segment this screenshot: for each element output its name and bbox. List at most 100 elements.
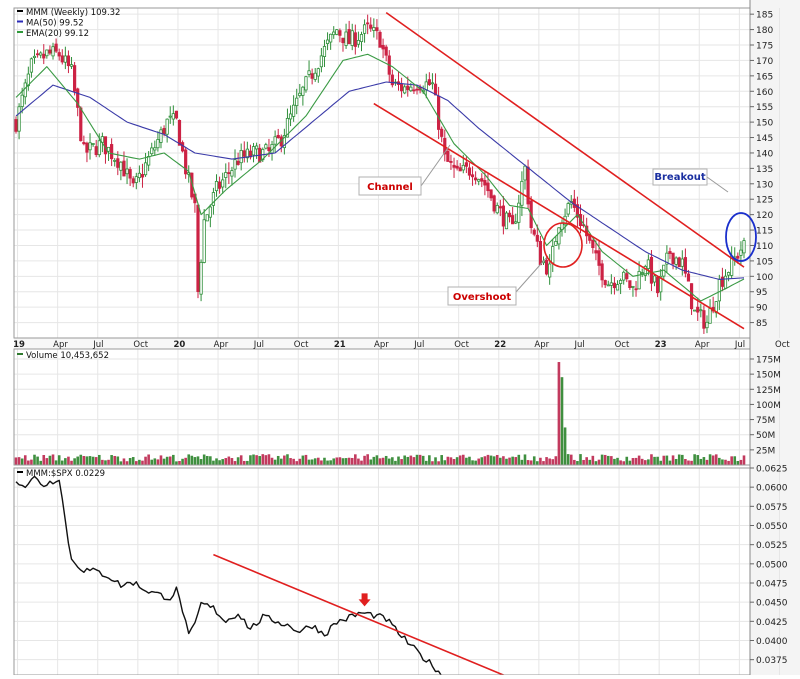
candle-body [184, 149, 188, 175]
price-tick-label: 130 [756, 180, 773, 190]
candle-body [66, 55, 71, 67]
candle-body [230, 170, 234, 177]
candle-body [307, 70, 311, 75]
candle-body [301, 86, 305, 96]
volume-bar [536, 461, 539, 465]
volume-bar [582, 459, 585, 465]
volume-bar [730, 456, 733, 465]
volume-bar [267, 454, 271, 465]
volume-bar [545, 457, 548, 465]
candle-body [69, 64, 74, 67]
ema20-line [15, 53, 745, 302]
volume-bar [576, 461, 579, 465]
volume-bar [313, 458, 317, 465]
volume-bar [378, 458, 382, 465]
candle-body [455, 165, 459, 169]
candle-body [295, 97, 299, 107]
volume-bar [418, 454, 422, 465]
x-tick-label: Oct [615, 340, 630, 350]
volume-bar [443, 460, 447, 465]
volume-tick-label: 25M [756, 446, 775, 456]
candle-body [470, 174, 475, 178]
candle-body [458, 167, 462, 172]
volume-bar [344, 458, 348, 465]
candle-body [137, 172, 141, 179]
candle-body [464, 162, 468, 167]
volume-bar [122, 458, 126, 465]
callout-box [358, 176, 422, 196]
candle-body [319, 55, 323, 68]
volume-bar [144, 456, 147, 465]
volume-bar [397, 456, 400, 465]
candle-body [147, 156, 151, 166]
candle-body [332, 31, 336, 36]
volume-bar [480, 457, 484, 465]
volume-bar [665, 455, 669, 465]
volume-bar [301, 455, 305, 465]
volume-panel [14, 362, 746, 465]
volume-bar [724, 459, 727, 465]
candle-body [693, 309, 697, 312]
volume-bar [650, 454, 653, 465]
candle-body [726, 272, 731, 276]
candle-body [113, 159, 117, 162]
volume-bar [91, 456, 95, 465]
candle-body [606, 284, 610, 287]
candle-body [708, 307, 712, 324]
volume-bar [60, 460, 64, 465]
candle-body [48, 49, 52, 54]
candle-body [273, 136, 277, 145]
x-tick-label: 19 [13, 340, 25, 350]
volume-bar [276, 455, 280, 465]
candle-body [165, 118, 169, 135]
volume-bar [273, 459, 277, 465]
volume-bar [27, 460, 30, 465]
volume-bar [30, 459, 33, 465]
volume-bar [39, 460, 42, 465]
volume-bar [588, 459, 592, 465]
axes: 185 180 175 170 165 160 155 150 145 140 135 130 125 1… [13, 11, 790, 666]
volume-bar [529, 460, 533, 465]
volume-bar [610, 456, 613, 465]
volume-bar [215, 458, 218, 465]
legend-swatch [17, 31, 23, 33]
candle-body [76, 88, 80, 108]
candle-body [17, 106, 21, 132]
candle-body [356, 39, 361, 45]
volume-bar [82, 456, 86, 465]
candle-body [180, 142, 185, 152]
volume-bar [434, 457, 437, 465]
candle-body [267, 147, 271, 152]
volume-bar [304, 454, 308, 465]
candle-body [446, 150, 450, 162]
volume-bar [76, 456, 79, 465]
callout-box [652, 168, 708, 186]
x-tick-label: 22 [494, 340, 506, 350]
volume-bar [205, 455, 209, 465]
legend-label: Volume 10,453,652 [26, 351, 109, 361]
candle-body [714, 301, 718, 314]
candle-body [131, 178, 135, 184]
candle-body [251, 146, 256, 156]
candle-body [649, 256, 654, 284]
candle-body [680, 258, 684, 267]
volume-bar [286, 454, 289, 465]
peak-arrow-marker [358, 593, 371, 607]
candle-body [467, 167, 472, 176]
candle-body [153, 147, 157, 151]
ratio-tick-label: 0.0425 [756, 618, 788, 628]
candle-body [412, 89, 416, 92]
volume-bar [656, 456, 659, 465]
volume-bar [190, 455, 194, 465]
candle-body [35, 53, 40, 56]
candle-body [366, 22, 370, 25]
volume-bar [101, 459, 104, 465]
price-tick-label: 160 [756, 88, 773, 98]
volume-bar [199, 459, 203, 465]
candle-body [548, 263, 552, 278]
volume-bar [687, 460, 690, 465]
volume-bar [97, 454, 101, 465]
volume-bar [391, 457, 394, 465]
candle-body [723, 275, 728, 289]
x-tick-label: Oct [454, 340, 469, 350]
